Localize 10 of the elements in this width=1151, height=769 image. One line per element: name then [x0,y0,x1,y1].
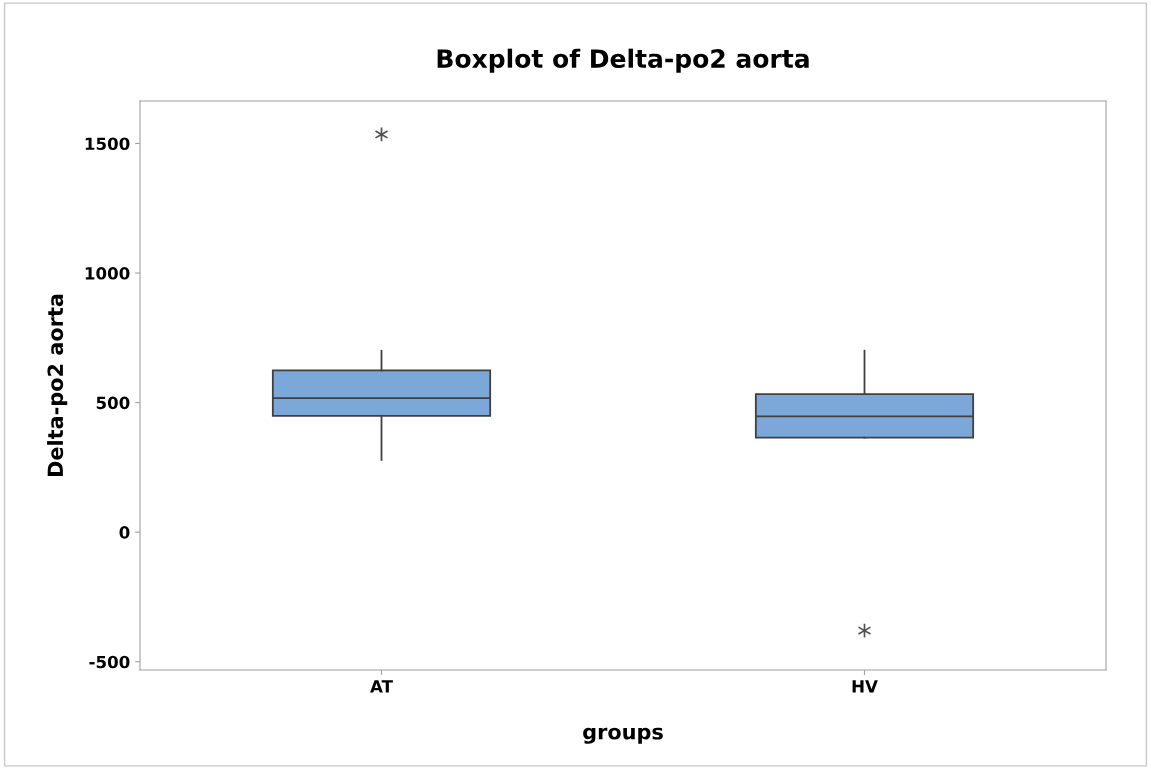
y-tick-label: 1000 [85,267,130,280]
y-tick-label: 500 [96,396,130,410]
y-tick-label: 1500 [85,137,130,151]
y-tick-label: -500 [89,655,130,669]
y-axis-title: Delta-po2 aorta [47,294,68,477]
x-axis-title: groups [583,727,663,744]
chart-title: Boxplot of Delta-po2 aorta [437,48,809,73]
x-tick-label: HV [852,680,878,693]
y-tick-label: 0 [119,526,130,539]
x-tick-label: AT [370,680,393,693]
